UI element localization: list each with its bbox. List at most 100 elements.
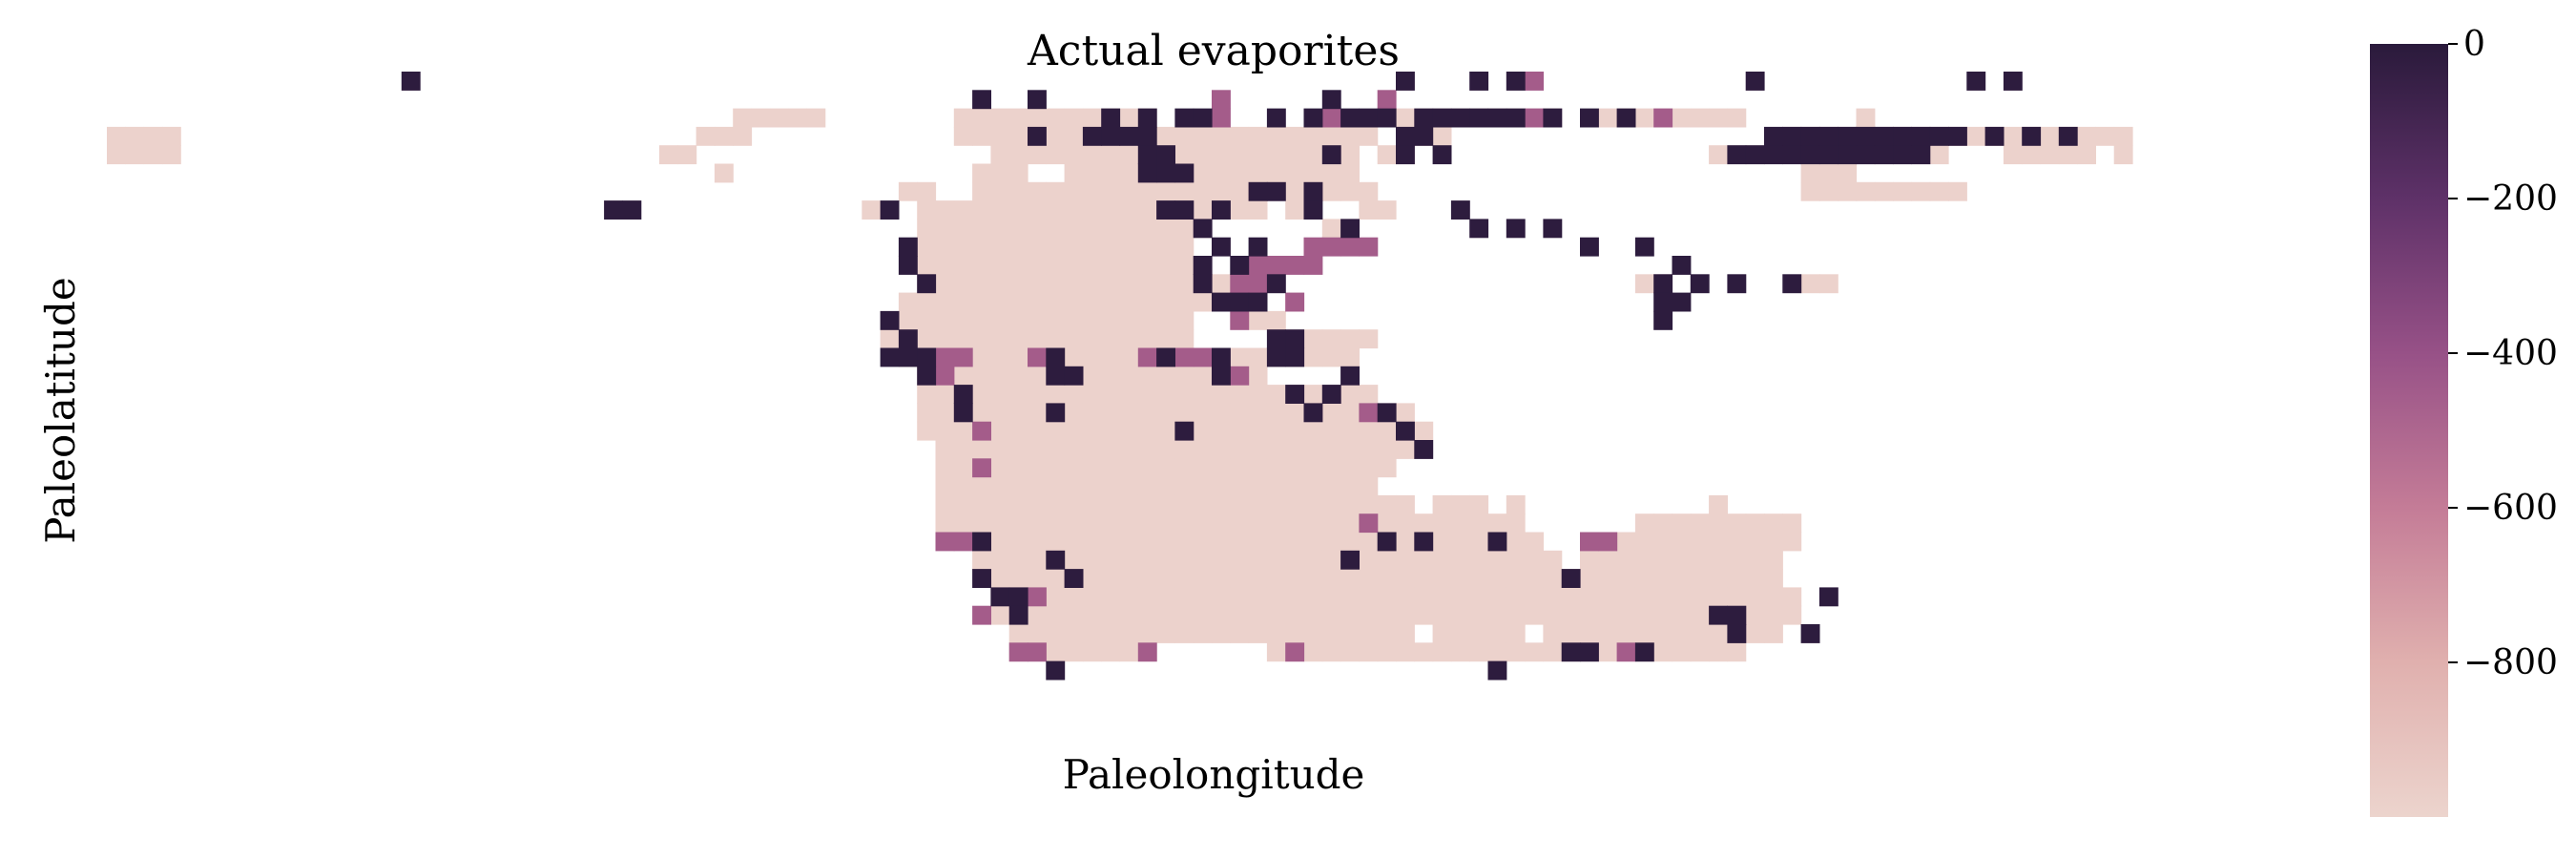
heatmap-cell-land (1082, 237, 1102, 257)
heatmap-cell-land (1340, 385, 1360, 404)
heatmap-cell-land (1764, 587, 1783, 607)
heatmap-cell-land (1340, 476, 1360, 496)
heatmap-cell-land (935, 329, 955, 349)
heatmap-cell-land (1082, 421, 1102, 441)
heatmap-cell-evaporite (1966, 72, 1986, 91)
heatmap-cell-land (1230, 569, 1250, 588)
heatmap-cell-land (1321, 347, 1341, 367)
heatmap-cell-land (806, 108, 826, 128)
heatmap-cell-evaporite (1653, 292, 1673, 312)
heatmap-cell-land (1359, 642, 1379, 662)
heatmap-cell-land (1340, 421, 1360, 441)
heatmap-cell-land (1266, 385, 1286, 404)
heatmap-cell-land (1064, 513, 1084, 534)
heatmap-cell-medium (1137, 642, 1157, 662)
heatmap-cell-land (1008, 458, 1028, 478)
heatmap-cell-land (1193, 421, 1213, 441)
x-axis-label: Paleolongitude (1063, 751, 1365, 798)
heatmap-cell-land (1432, 126, 1452, 146)
heatmap-cell-land (1028, 494, 1047, 514)
heatmap-cell-land (953, 256, 973, 275)
heatmap-cell-land (1340, 126, 1360, 146)
heatmap-cell-land (1008, 181, 1028, 201)
heatmap-cell-evaporite (1580, 642, 1599, 662)
heatmap-cell-land (1193, 532, 1213, 552)
heatmap-cell-land (953, 274, 973, 294)
heatmap-cell-evaporite (1672, 256, 1692, 275)
heatmap-cell-evaporite (1893, 126, 1912, 146)
heatmap-cell-land (1101, 440, 1121, 459)
heatmap-cell-land (1285, 181, 1305, 201)
heatmap-cell-land (1653, 569, 1673, 588)
heatmap-cell-evaporite (917, 366, 937, 386)
heatmap-cell-land (1082, 458, 1102, 478)
heatmap-cell-land (1266, 642, 1286, 662)
heatmap-cell-land (1727, 642, 1747, 662)
heatmap-cell-land (972, 366, 991, 386)
heatmap-cell-land (1377, 587, 1397, 607)
heatmap-cell-land (972, 237, 991, 257)
heatmap-cell-land (953, 513, 973, 534)
heatmap-cell-evaporite (1248, 181, 1268, 201)
heatmap-cell-land (1506, 550, 1526, 570)
heatmap-cell-land (1340, 403, 1360, 423)
heatmap-cell-land (1303, 476, 1323, 496)
heatmap-cell-land (1359, 624, 1379, 643)
heatmap-cell-medium (1266, 256, 1286, 275)
heatmap-cell-land (935, 274, 955, 294)
heatmap-cell-land (1838, 181, 1858, 201)
heatmap-cell-medium (1008, 642, 1028, 662)
heatmap-cell-land (1450, 624, 1470, 643)
heatmap-cell-land (2113, 145, 2133, 165)
heatmap-cell-evaporite (1929, 126, 1949, 146)
heatmap-cell-evaporite (1174, 108, 1195, 128)
heatmap-cell-land (1672, 642, 1692, 662)
heatmap-cell-land (1082, 163, 1102, 183)
heatmap-cell-evaporite (972, 569, 991, 588)
heatmap-cell-land (1156, 237, 1175, 257)
heatmap-cell-land (1156, 385, 1175, 404)
heatmap-cell-medium (1285, 292, 1305, 312)
heatmap-cell-medium (1580, 532, 1599, 552)
heatmap-cell-land (1248, 200, 1268, 220)
heatmap-cell-land (1432, 532, 1452, 552)
heatmap-cell-land (1137, 366, 1157, 386)
heatmap-cell-land (2077, 126, 2096, 146)
heatmap-cell-land (990, 532, 1010, 552)
heatmap-cell-land (1248, 163, 1268, 183)
heatmap-cell-land (1174, 181, 1195, 201)
heatmap-cell-land (990, 421, 1010, 441)
heatmap-cell-land (1672, 605, 1692, 625)
heatmap-cell-land (1525, 569, 1544, 588)
heatmap-cell-land (1543, 642, 1563, 662)
heatmap-cell-land (1690, 587, 1710, 607)
heatmap-cell-land (953, 494, 973, 514)
heatmap-cell-land (1174, 458, 1195, 478)
heatmap-cell-medium (1212, 90, 1231, 110)
colorbar-ticks: 0 −200 −400 −600 −800 (2448, 25, 2558, 682)
heatmap-cell-land (2003, 145, 2023, 165)
heatmap-cell-land (1046, 329, 1066, 349)
heatmap-cell-land (1119, 347, 1139, 367)
heatmap-cell-land (1230, 385, 1250, 404)
heatmap-cell-land (659, 145, 678, 165)
heatmap-cell-land (1156, 403, 1175, 423)
heatmap-cell-land (1396, 587, 1415, 607)
heatmap-cell-land (1377, 513, 1397, 534)
heatmap-cell-land (990, 274, 1010, 294)
heatmap-cell-land (1064, 494, 1084, 514)
heatmap-cell-land (1653, 587, 1673, 607)
heatmap-cell-evaporite (1046, 403, 1066, 423)
heatmap-cell-land (1064, 587, 1084, 607)
heatmap-cell-land (1193, 440, 1213, 459)
heatmap-cell-evaporite (1101, 126, 1121, 146)
colorbar-tick-label: 0 (2463, 25, 2485, 64)
heatmap-cell-land (1101, 385, 1121, 404)
heatmap-cell-land (1082, 200, 1102, 220)
heatmap-cell-evaporite (1561, 642, 1581, 662)
heatmap-cell-land (1248, 550, 1268, 570)
heatmap-cell-land (1285, 587, 1305, 607)
heatmap-cell-evaporite (1727, 274, 1747, 294)
heatmap-cell-land (1212, 624, 1231, 643)
heatmap-cell-land (990, 476, 1010, 496)
